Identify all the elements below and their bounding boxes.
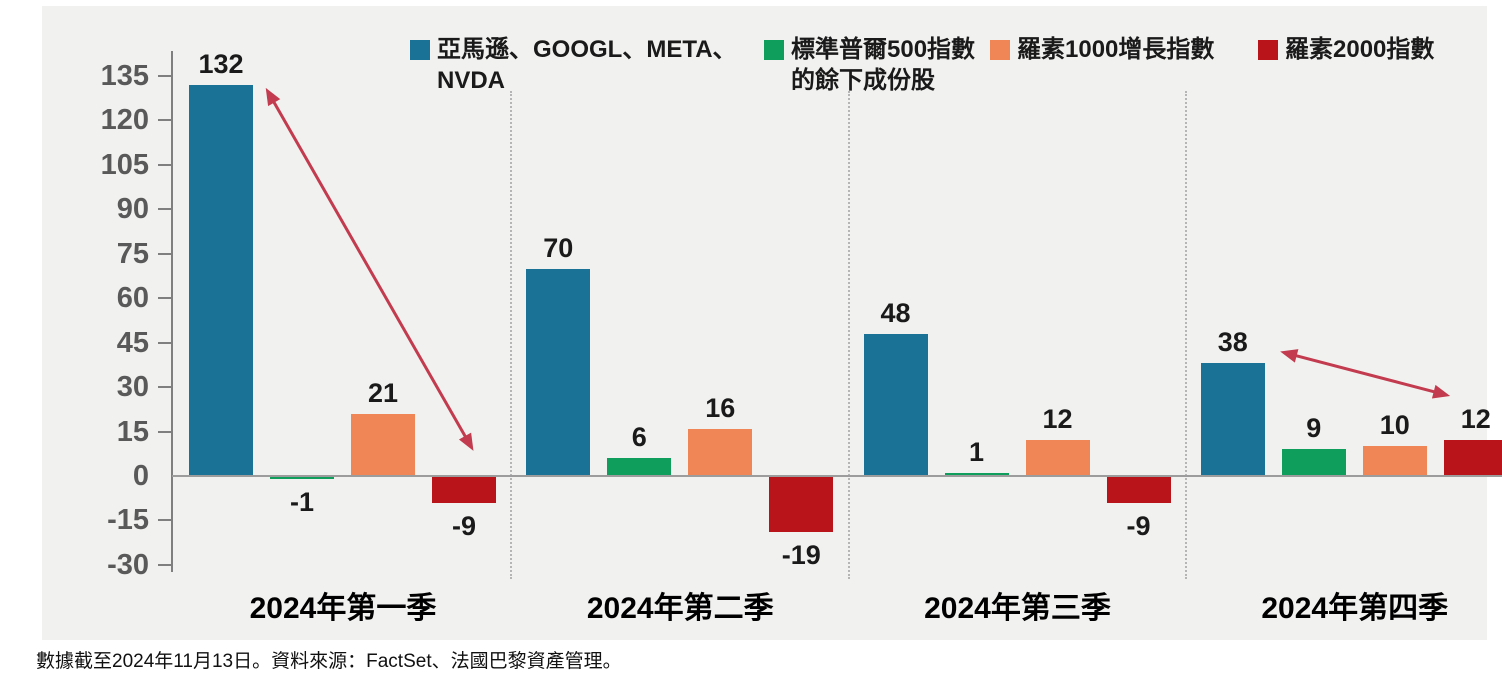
y-axis-tick-label: 75 (116, 237, 149, 270)
y-axis-tick (158, 386, 172, 389)
y-axis-tick (158, 430, 172, 433)
legend-swatch-icon (764, 40, 784, 60)
bar-羅素2000指數 (432, 476, 496, 503)
bar-亞馬遜、GOOGL、META、NVDA (526, 268, 591, 476)
bar-標準普爾500指數的餘下成份股 (1281, 449, 1346, 476)
y-axis-tick-label: 120 (100, 104, 149, 137)
legend-item: 羅素2000指數 (1258, 34, 1434, 65)
legend-item: 羅素1000增長指數 (990, 34, 1214, 65)
quarter-separator (1184, 91, 1187, 579)
bar-value-label: 12 (1042, 404, 1073, 435)
y-axis-tick-label: 15 (116, 415, 149, 448)
bar-羅素1000增長指數 (688, 428, 753, 476)
bar-標準普爾500指數的餘下成份股 (270, 476, 334, 479)
y-axis-tick-label: 45 (116, 326, 149, 359)
bar-value-label: 1 (968, 437, 985, 467)
trend-arrow-line (1291, 353, 1439, 395)
bar-亞馬遜、GOOGL、META、NVDA (1200, 363, 1265, 476)
y-axis-tick-label: 90 (116, 193, 149, 226)
bar-value-label: 70 (543, 232, 574, 263)
bar-羅素1000增長指數 (1362, 446, 1427, 476)
trend-arrow-head-icon (265, 87, 281, 107)
y-axis-tick (158, 119, 172, 122)
bar-羅素1000增長指數 (351, 413, 415, 476)
y-axis-tick (158, 208, 172, 211)
legend-swatch-icon (990, 40, 1010, 60)
bar-value-label: 21 (367, 377, 399, 408)
legend-item: 亞馬遜、GOOGL、META、 NVDA (410, 34, 737, 96)
y-axis-tick (158, 563, 172, 566)
bar-value-label: 16 (705, 392, 736, 423)
y-axis-tick-label: 0 (132, 460, 149, 492)
y-axis-tick-label: -30 (107, 548, 149, 581)
bar-羅素2000指數 (769, 476, 834, 533)
y-axis-tick (158, 297, 172, 300)
legend-label: 標準普爾500指數 的餘下成份股 (791, 36, 976, 94)
bar-value-label: 38 (1217, 327, 1248, 358)
y-axis-line (171, 51, 173, 572)
legend-swatch-icon (1258, 40, 1278, 60)
trend-arrow-head-icon (458, 432, 474, 451)
legend-item: 標準普爾500指數 的餘下成份股 (764, 34, 975, 96)
y-axis-tick-label: -15 (107, 504, 149, 537)
y-axis-tick (158, 252, 172, 255)
bar-value-label: 132 (198, 48, 244, 79)
bar-亞馬遜、GOOGL、META、NVDA (863, 333, 928, 476)
bar-標準普爾500指數的餘下成份股 (607, 458, 672, 476)
y-axis-tick-label: 60 (116, 282, 149, 315)
trend-arrow-head-icon (1431, 384, 1451, 399)
chart-panel: 亞馬遜、GOOGL、META、 NVDA 標準普爾500指數 的餘下成份股 羅素10… (42, 6, 1502, 640)
bar-亞馬遜、GOOGL、META、NVDA (189, 84, 253, 476)
y-axis-tick (158, 341, 172, 344)
x-axis-category-label: 2024年第三季 (924, 592, 1111, 625)
bar-標準普爾500指數的餘下成份股 (944, 473, 1009, 476)
bar-value-label: 9 (1306, 413, 1322, 444)
bar-value-label: 6 (631, 422, 647, 453)
bar-value-label: 48 (880, 297, 911, 328)
bar-羅素2000指數 (1443, 440, 1502, 476)
bar-value-label: -9 (451, 510, 476, 541)
y-axis-tick-label: 105 (100, 148, 149, 181)
x-axis-category-label: 2024年第一季 (249, 592, 437, 625)
bar-value-label: -9 (1126, 510, 1151, 541)
x-axis-category-label: 2024年第二季 (586, 592, 774, 625)
x-axis-category-label: 2024年第四季 (1261, 592, 1449, 625)
bar-value-label: -1 (289, 487, 314, 517)
bar-value-label: 12 (1460, 404, 1491, 435)
quarter-separator (510, 91, 513, 579)
y-axis-tick-label: 30 (116, 371, 149, 404)
plot-area: 135 120 105 90 75 60 45 30 15 0 -15 -30 132 70 48 38 -1 6… (42, 6, 1502, 640)
legend-label: 亞馬遜、GOOGL、META、 NVDA (437, 36, 737, 94)
quarter-separator (847, 91, 850, 579)
bar-羅素1000增長指數 (1025, 440, 1090, 476)
y-axis-tick (158, 163, 172, 166)
bar-value-label: -19 (781, 540, 821, 571)
bar-value-label: 10 (1379, 410, 1410, 441)
legend-label: 羅素1000增長指數 (1017, 36, 1215, 63)
y-axis-tick-label: 135 (100, 59, 149, 92)
legend-label: 羅素2000指數 (1285, 36, 1435, 63)
legend-swatch-icon (410, 40, 430, 60)
y-axis-tick (158, 519, 172, 522)
bar-羅素2000指數 (1106, 476, 1171, 503)
y-axis-tick (158, 74, 172, 77)
source-footnote: 數據截至2024年11月13日。資料來源：FactSet、法國巴黎資產管理。 (36, 651, 622, 672)
x-axis-zero-line (172, 475, 1502, 477)
